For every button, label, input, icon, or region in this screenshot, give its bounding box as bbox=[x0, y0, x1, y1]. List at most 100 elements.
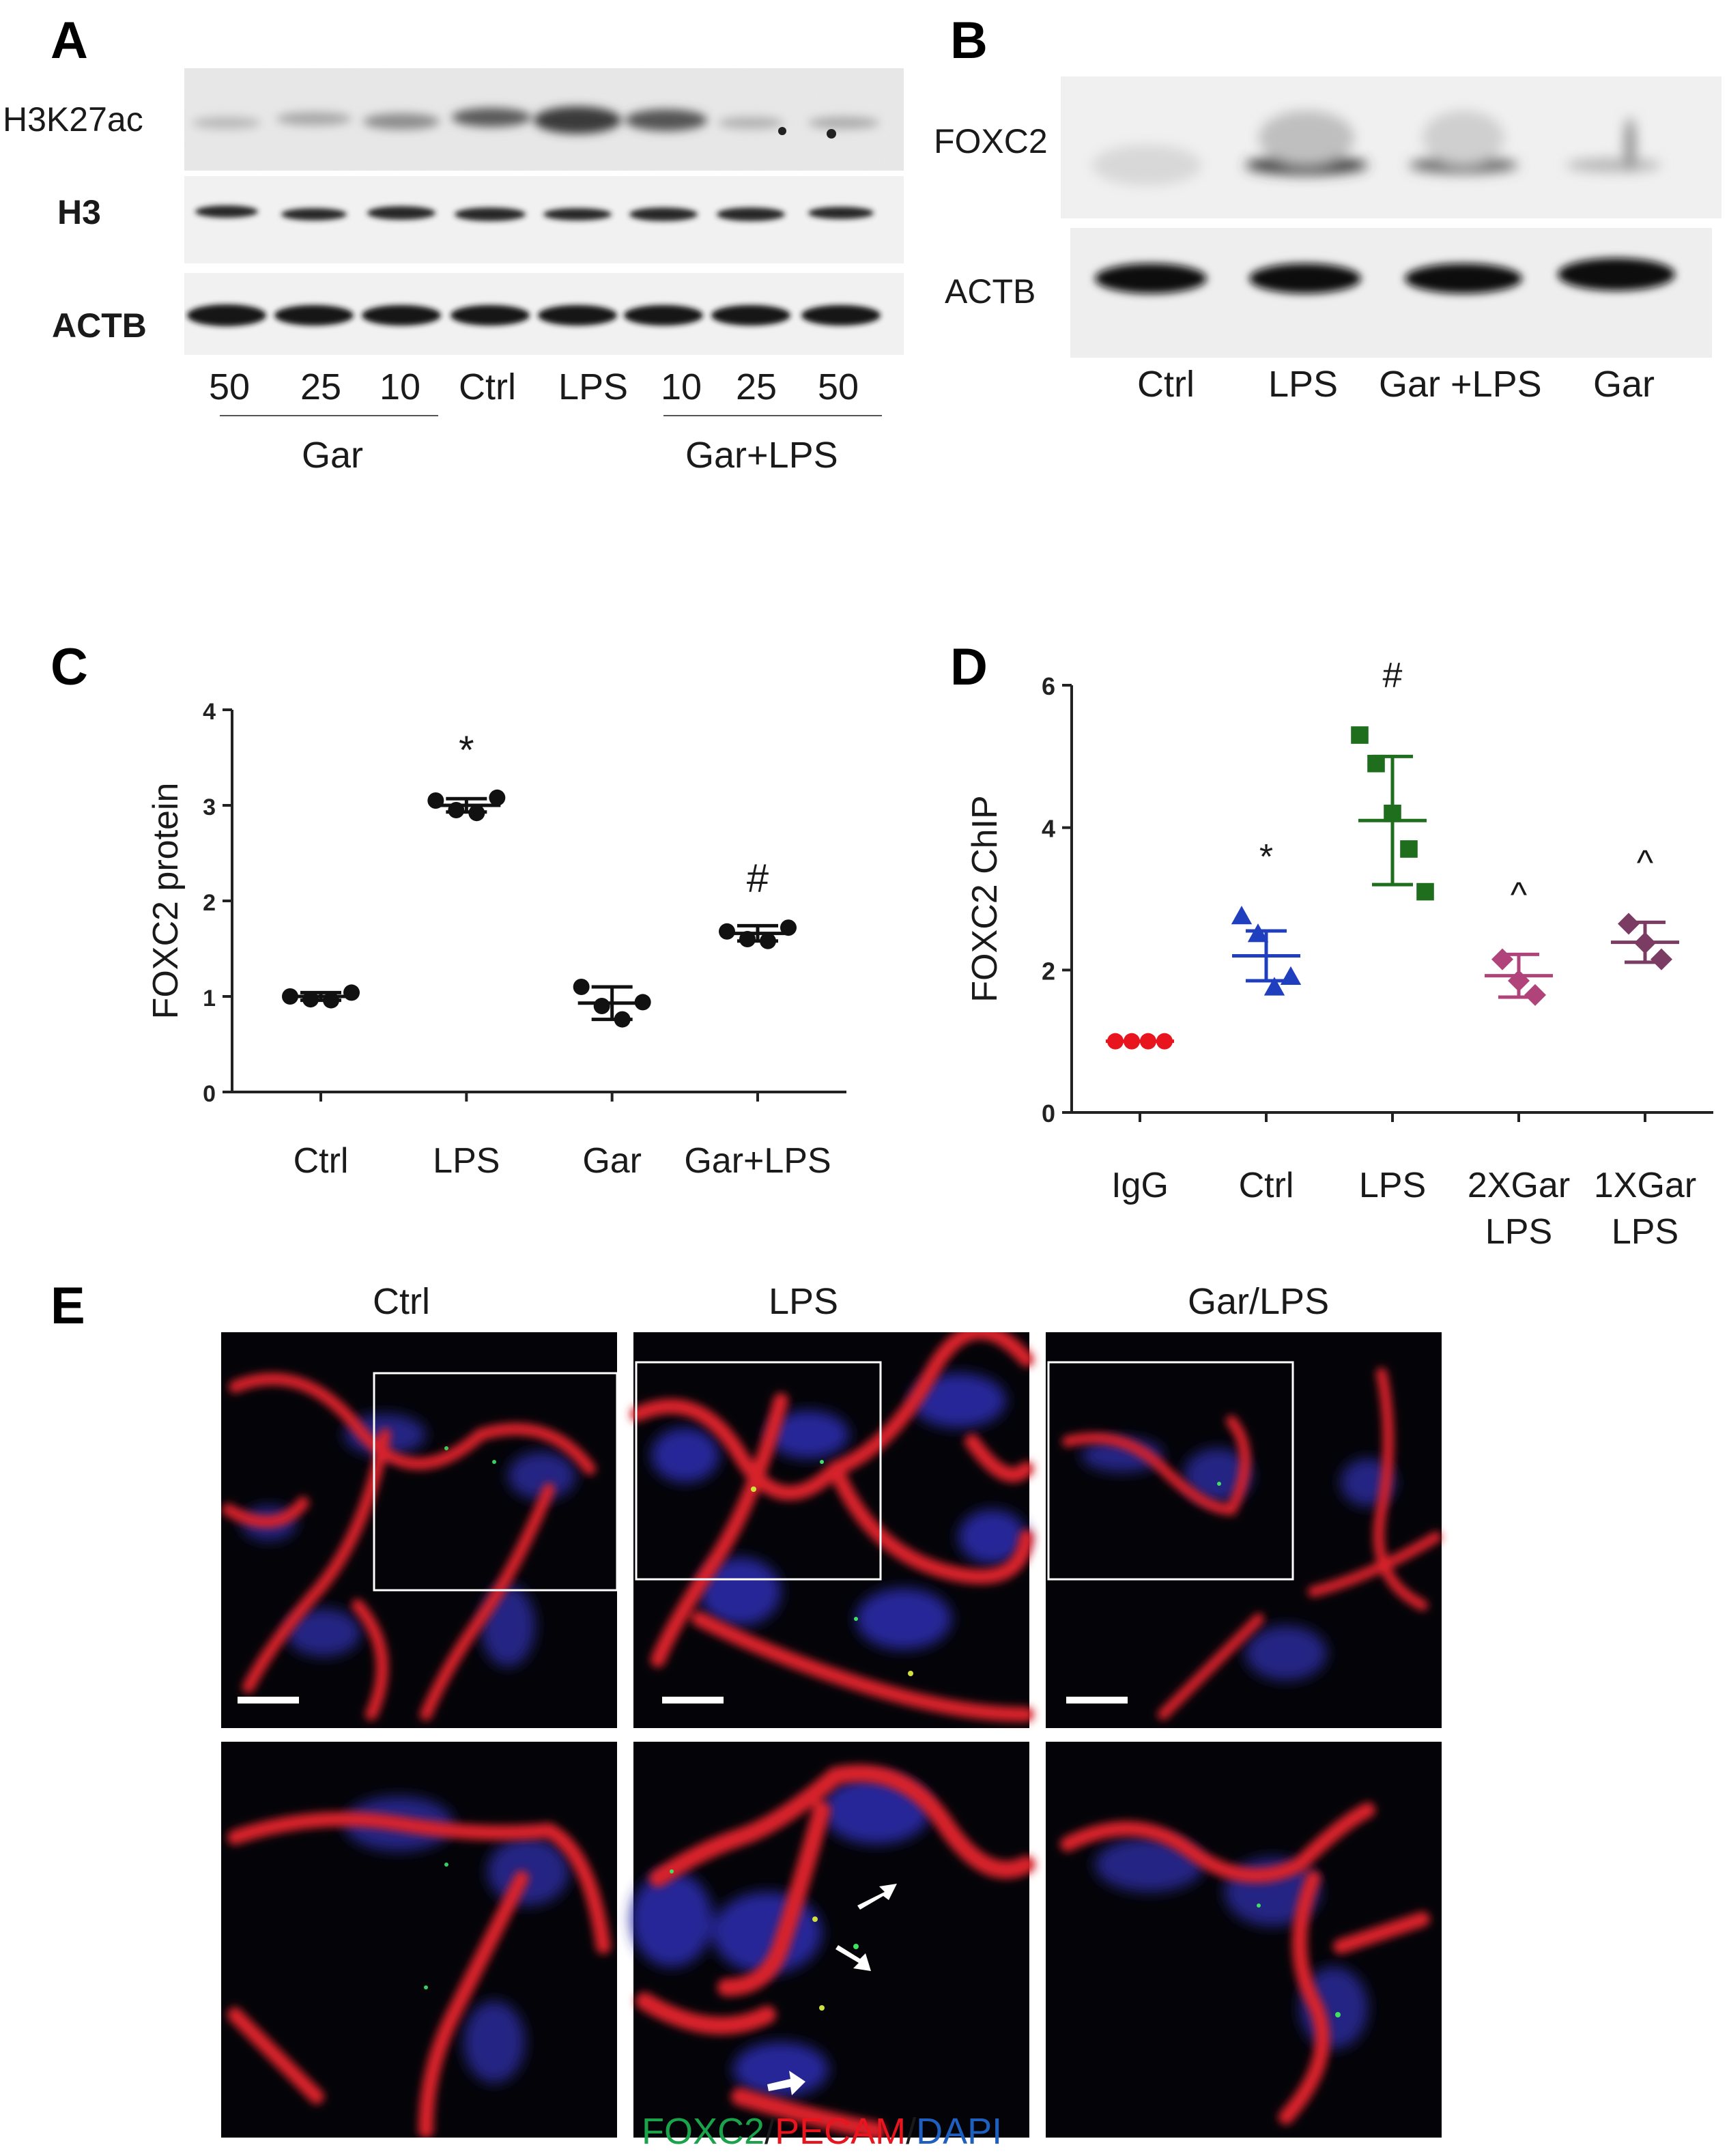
data-point bbox=[1140, 1033, 1156, 1050]
significance-marker: * bbox=[459, 728, 474, 773]
lane-label-a-3: 10 bbox=[380, 366, 421, 407]
data-point bbox=[448, 802, 465, 818]
x-tick-label: LPS bbox=[1359, 1166, 1426, 1205]
lane-label-a-5: LPS bbox=[558, 366, 629, 407]
y-tick-label: 4 bbox=[1042, 815, 1055, 843]
blot-a-h3k27ac bbox=[184, 68, 904, 171]
chart-foxc2-protein: 0 1 2 3 4 Ctrl LPS Gar Gar+LPS FOXC2 protein * # bbox=[146, 699, 846, 1181]
lane-label-a-1: 50 bbox=[209, 366, 251, 407]
y-tick-label: 3 bbox=[203, 794, 216, 820]
data-point bbox=[719, 923, 735, 940]
lane-label-a-4: Ctrl bbox=[459, 366, 516, 407]
arrow-3 bbox=[767, 2071, 805, 2095]
x-tick-label: LPS bbox=[433, 1141, 500, 1181]
micrograph-gar-lps-zoom bbox=[1046, 1742, 1442, 2138]
blot-row-label-h3k27ac: H3K27ac bbox=[3, 100, 143, 139]
x-tick-label: Gar+LPS bbox=[684, 1141, 831, 1181]
significance-marker: # bbox=[747, 856, 769, 900]
y-tick-label: 2 bbox=[203, 890, 216, 916]
group-line-gar bbox=[220, 415, 438, 416]
lane-label-b-4: Gar bbox=[1593, 364, 1655, 405]
y-tick-label: 2 bbox=[1042, 957, 1055, 985]
data-point bbox=[1491, 948, 1513, 971]
lane-label-b-3: Gar +LPS bbox=[1379, 364, 1542, 405]
lane-label-a-7: 25 bbox=[736, 366, 777, 407]
data-point bbox=[1384, 805, 1401, 822]
chart-foxc2-chip: 0 2 4 6 IgG Ctrl LPS 2XGar LPS 1XGar LPS FOXC2 ChIP… bbox=[965, 662, 1713, 1252]
blot-row-label-h3: H3 bbox=[57, 193, 101, 231]
lane-label-b-2: LPS bbox=[1268, 364, 1339, 405]
micrograph-ctrl-overview bbox=[221, 1332, 618, 1728]
legend-foxc2: FOXC2 bbox=[642, 2111, 765, 2152]
x-tick-label: 2XGar bbox=[1468, 1166, 1570, 1205]
data-point bbox=[1367, 754, 1385, 773]
data-point bbox=[1263, 977, 1285, 996]
data-point bbox=[634, 994, 651, 1011]
x-tick-label: Ctrl bbox=[294, 1141, 349, 1181]
data-point bbox=[1508, 969, 1530, 992]
data-point bbox=[1124, 1033, 1140, 1050]
y-axis-label: FOXC2 protein bbox=[146, 783, 186, 1020]
data-point bbox=[282, 988, 298, 1005]
column-label-lps: LPS bbox=[769, 1281, 839, 1322]
data-point bbox=[614, 1011, 631, 1028]
legend-sep-1: / bbox=[765, 2111, 775, 2152]
arrow-1 bbox=[857, 1884, 897, 1910]
column-label-ctrl: Ctrl bbox=[373, 1281, 430, 1322]
panel-a-letter: A bbox=[51, 12, 88, 70]
micrograph-stain-legend: FOXC2/PECAM/DAPI bbox=[642, 2110, 1002, 2153]
blot-a-actb bbox=[184, 273, 904, 355]
y-tick-label: 0 bbox=[1042, 1099, 1055, 1127]
data-point bbox=[1651, 948, 1672, 971]
data-point bbox=[1156, 1033, 1173, 1050]
micrograph-lps-overview bbox=[630, 1332, 1034, 1728]
data-point bbox=[1634, 932, 1656, 954]
data-point bbox=[489, 789, 506, 806]
group-label-gar: Gar bbox=[302, 435, 364, 476]
panel-d-letter: D bbox=[950, 638, 988, 696]
data-point bbox=[302, 991, 319, 1008]
blot-row-label-actb: ACTB bbox=[52, 306, 147, 345]
y-axis-label: FOXC2 ChIP bbox=[965, 795, 1005, 1002]
micrograph-lps-zoom bbox=[631, 1742, 1035, 2138]
y-tick-label: 0 bbox=[203, 1081, 216, 1107]
data-point bbox=[780, 919, 797, 936]
data-point bbox=[739, 931, 756, 947]
data-point bbox=[1416, 882, 1434, 901]
lane-label-a-6: 10 bbox=[661, 366, 702, 407]
data-point bbox=[1247, 923, 1269, 943]
group-line-gar-lps bbox=[663, 415, 882, 416]
legend-pecam: PECAM bbox=[775, 2111, 906, 2152]
data-point bbox=[1351, 726, 1369, 744]
arrow-2 bbox=[835, 1945, 871, 1971]
column-label-gar-lps: Gar/LPS bbox=[1188, 1281, 1330, 1322]
y-tick-label: 4 bbox=[203, 699, 216, 725]
micrograph-ctrl-zoom bbox=[221, 1742, 617, 2138]
significance-marker: ^ bbox=[1637, 843, 1654, 882]
x-tick-label: LPS bbox=[1485, 1212, 1552, 1252]
x-tick-label: LPS bbox=[1612, 1212, 1678, 1252]
data-point bbox=[468, 805, 485, 822]
x-tick-label: IgG bbox=[1111, 1166, 1169, 1205]
data-point bbox=[1280, 966, 1302, 985]
data-point bbox=[760, 932, 776, 949]
data-point bbox=[427, 792, 444, 809]
x-tick-label: Gar bbox=[582, 1141, 642, 1181]
lane-label-a-8: 50 bbox=[818, 366, 859, 407]
data-point bbox=[573, 979, 590, 995]
micrograph-grid bbox=[221, 1332, 1442, 2138]
blot-row-label-foxc2: FOXC2 bbox=[934, 122, 1048, 160]
data-point bbox=[593, 998, 610, 1014]
data-point bbox=[343, 984, 360, 1001]
y-tick-label: 6 bbox=[1042, 672, 1055, 700]
legend-sep-2: / bbox=[906, 2111, 917, 2152]
data-point bbox=[1524, 983, 1546, 1006]
data-point bbox=[1107, 1033, 1124, 1050]
y-tick-label: 1 bbox=[203, 986, 216, 1011]
x-tick-label: Ctrl bbox=[1239, 1166, 1294, 1205]
lane-label-a-2: 25 bbox=[300, 366, 342, 407]
panel-b-letter: B bbox=[950, 12, 988, 70]
x-tick-label: 1XGar bbox=[1594, 1166, 1696, 1205]
significance-marker: * bbox=[1259, 837, 1273, 877]
legend-dapi: DAPI bbox=[916, 2111, 1003, 2152]
